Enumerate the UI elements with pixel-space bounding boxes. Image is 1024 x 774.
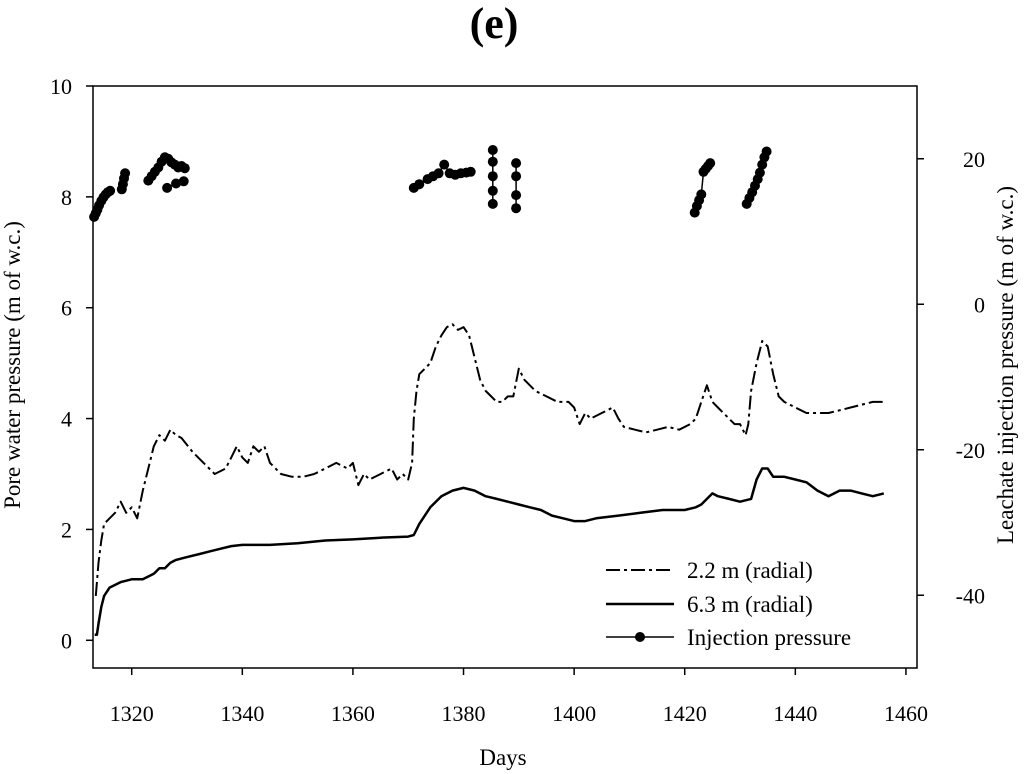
series-layer — [89, 145, 885, 636]
injection-point — [487, 171, 498, 182]
y-tick-label: 2 — [61, 517, 72, 542]
x-tick-label: 1380 — [442, 701, 486, 726]
injection-point — [439, 159, 450, 170]
y-tick-label: 10 — [50, 74, 72, 99]
series-line-6-3m — [94, 467, 885, 636]
injection-point — [487, 145, 498, 155]
y-axis-right: -40 -20 0 20 — [917, 147, 985, 608]
y2-axis-title: Leachate injection pressure (m of w.c.) — [993, 186, 1018, 544]
y-tick-label: 0 — [61, 628, 72, 653]
series-injection-pressure — [89, 145, 772, 222]
injection-point — [487, 198, 498, 209]
x-tick-label: 1400 — [552, 701, 596, 726]
injection-point — [178, 176, 189, 187]
injection-point — [705, 158, 716, 169]
injection-point — [105, 185, 116, 196]
injection-point — [487, 156, 498, 167]
y2-tick-label: -40 — [956, 583, 985, 608]
injection-point — [696, 189, 707, 200]
injection-point — [511, 190, 522, 201]
injection-point — [414, 179, 425, 190]
y-tick-label: 8 — [61, 185, 72, 210]
injection-point — [120, 168, 131, 179]
x-tick-label: 1460 — [884, 701, 928, 726]
legend-label-injection: Injection pressure — [687, 625, 851, 650]
injection-point — [511, 158, 522, 169]
injection-point — [487, 185, 498, 196]
injection-point — [511, 171, 522, 182]
x-tick-label: 1440 — [773, 701, 817, 726]
x-axis: 1320 1340 1360 1380 1400 1420 1440 1460 — [110, 668, 928, 726]
x-tick-label: 1340 — [220, 701, 264, 726]
y2-tick-label: 20 — [963, 147, 985, 172]
y-axis-title: Pore water pressure (m of w.c.) — [0, 221, 25, 509]
legend: 2.2 m (radial) 6.3 m (radial) Injection … — [606, 558, 851, 650]
injection-point — [162, 182, 173, 193]
legend-label-2-2m: 2.2 m (radial) — [687, 558, 813, 583]
legend-label-6-3m: 6.3 m (radial) — [687, 592, 813, 617]
series-line-2-2m — [94, 323, 884, 596]
y2-tick-label: 0 — [974, 292, 985, 317]
y-axis-left: 0 2 4 6 8 10 — [50, 74, 93, 653]
x-axis-title: Days — [479, 745, 526, 770]
y-tick-label: 6 — [61, 296, 72, 321]
panel-label: (e) — [470, 0, 519, 48]
y-tick-label: 4 — [61, 407, 72, 432]
plot-frame — [92, 85, 918, 669]
injection-point — [511, 203, 522, 214]
x-tick-label: 1420 — [663, 701, 707, 726]
injection-point — [433, 168, 444, 179]
injection-point — [179, 163, 190, 174]
injection-point — [171, 178, 181, 189]
x-tick-label: 1320 — [110, 701, 154, 726]
legend-marker-injection — [635, 632, 645, 642]
injection-point — [761, 146, 772, 157]
y2-tick-label: -20 — [956, 438, 985, 463]
injection-point — [465, 166, 476, 177]
injection-point — [754, 167, 765, 178]
x-tick-label: 1360 — [331, 701, 375, 726]
